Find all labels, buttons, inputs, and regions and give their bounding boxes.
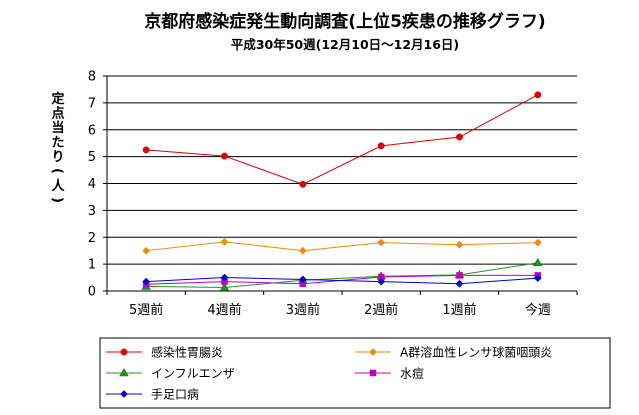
data-point bbox=[221, 152, 228, 160]
y-axis-label-char: た bbox=[51, 136, 64, 151]
data-point bbox=[142, 246, 151, 255]
data-point bbox=[298, 275, 307, 284]
data-point bbox=[377, 238, 386, 247]
y-tick-label: 6 bbox=[88, 123, 96, 138]
series-line bbox=[146, 94, 539, 185]
y-axis-label-char: り bbox=[51, 150, 64, 165]
y-tick-label: 3 bbox=[88, 204, 96, 219]
y-tick-label: 8 bbox=[88, 70, 96, 85]
x-tick-label: 2週前 bbox=[364, 302, 398, 318]
y-tick-label: 5 bbox=[88, 150, 96, 165]
chart-title: 京都府感染症発生動向調査(上位5疾患の推移グラフ) bbox=[144, 11, 545, 32]
legend-marker bbox=[120, 348, 128, 356]
x-tick-label: 1週前 bbox=[442, 302, 476, 318]
y-tick-label: 2 bbox=[88, 231, 96, 246]
data-point bbox=[456, 272, 463, 279]
y-axis-label-char: 当 bbox=[51, 120, 64, 136]
data-point bbox=[298, 246, 307, 255]
data-point bbox=[533, 274, 542, 283]
data-point bbox=[219, 282, 230, 291]
data-point bbox=[377, 277, 386, 286]
series-line bbox=[146, 241, 538, 252]
data-point bbox=[142, 146, 150, 154]
chart-subtitle: 平成30年50週(12月10日～12月16日) bbox=[231, 37, 459, 52]
data-point bbox=[533, 238, 542, 247]
legend-marker bbox=[369, 369, 377, 377]
data-point bbox=[455, 240, 464, 249]
legend-marker bbox=[120, 390, 128, 398]
x-tick-label: 4週前 bbox=[207, 302, 241, 318]
x-tick-label: 3週前 bbox=[286, 302, 320, 318]
x-tick-label: 今週 bbox=[525, 302, 551, 318]
data-point bbox=[533, 257, 543, 267]
data-point bbox=[220, 273, 229, 282]
y-axis-label-char: 定 bbox=[50, 91, 64, 107]
data-point bbox=[220, 237, 229, 246]
legend-label: インフルエンザ bbox=[151, 367, 235, 381]
y-axis-label-char: 点 bbox=[51, 106, 64, 122]
plot-area: 0 1 2 3 4 5 6 7 8 5週前 4週前 3週前 2週前 1週前 今週 bbox=[88, 70, 578, 318]
data-point bbox=[377, 142, 385, 150]
y-tick-label: 0 bbox=[88, 285, 96, 300]
legend-label: A群溶血性レンサ球菌咽頭炎 bbox=[400, 345, 552, 360]
data-point bbox=[534, 91, 542, 99]
y-tick-label: 1 bbox=[88, 258, 96, 273]
y-axis-label-char: ( bbox=[50, 168, 65, 174]
y-tick-label: 7 bbox=[88, 96, 96, 111]
series-line bbox=[146, 277, 538, 285]
series-line bbox=[146, 262, 538, 289]
data-point bbox=[299, 180, 307, 188]
data-point bbox=[142, 277, 151, 286]
data-point bbox=[456, 133, 463, 141]
y-axis-label-char: 人 bbox=[51, 178, 65, 194]
legend-label: 手足口病 bbox=[151, 387, 199, 402]
legend-label: 感染性胃腸炎 bbox=[151, 345, 223, 360]
legend-marker bbox=[369, 348, 377, 356]
x-tick-label: 5週前 bbox=[129, 302, 163, 318]
data-point bbox=[455, 279, 464, 288]
series-line bbox=[146, 274, 538, 285]
legend-label: 水痘 bbox=[400, 366, 424, 381]
y-tick-label: 4 bbox=[88, 177, 96, 192]
legend-marker bbox=[119, 368, 129, 377]
y-axis-label-char: ) bbox=[50, 197, 65, 203]
